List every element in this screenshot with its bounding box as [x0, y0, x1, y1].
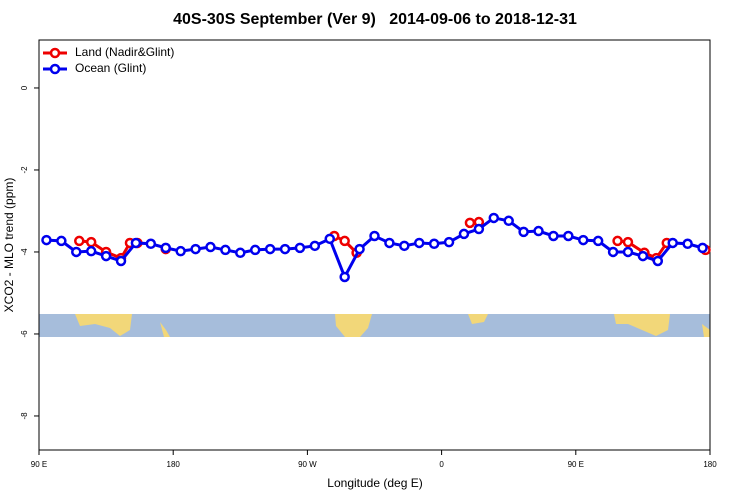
data-point — [533, 225, 544, 237]
data-point — [622, 246, 634, 258]
y-tick-label: -2 — [20, 166, 29, 174]
y-axis-label: XCO2 - MLO trend (ppm) — [2, 178, 16, 313]
data-point — [622, 236, 634, 248]
legend-label: Ocean (Glint) — [75, 61, 146, 75]
x-tick-label: 180 — [703, 460, 717, 469]
x-tick-label: 90 E — [31, 460, 47, 469]
data-point — [464, 217, 476, 229]
data-point — [384, 237, 395, 249]
data-point — [612, 235, 623, 247]
data-point — [637, 250, 649, 262]
data-point — [339, 271, 350, 283]
data-point — [458, 228, 470, 240]
data-point — [294, 242, 306, 254]
data-point — [249, 244, 261, 256]
data-point — [354, 243, 365, 255]
legend-label: Land (Nadir&Glint) — [75, 45, 174, 59]
x-tick-label: 90 W — [298, 460, 317, 469]
map-strip — [39, 314, 710, 337]
legend-marker — [49, 63, 61, 75]
y-tick-label: -8 — [20, 412, 29, 420]
chart-title: 40S-30S September (Ver 9) 2014-09-06 to … — [173, 11, 577, 28]
data-point — [592, 235, 604, 247]
data-point — [175, 245, 186, 257]
data-point — [115, 255, 127, 267]
data-point — [682, 238, 693, 250]
data-point — [145, 238, 157, 250]
data-point — [264, 243, 276, 255]
data-point — [71, 246, 82, 258]
plot-frame — [38, 39, 711, 451]
data-point — [74, 235, 85, 247]
legend-marker — [49, 47, 61, 59]
data-point — [85, 245, 97, 257]
data-point — [652, 255, 664, 267]
data-point — [413, 237, 425, 249]
data-point — [563, 230, 574, 242]
data-point — [667, 237, 678, 249]
data-point — [190, 243, 201, 255]
data-point — [130, 237, 142, 249]
data-point — [339, 235, 350, 247]
y-tick-label: 0 — [20, 85, 29, 90]
data-point — [503, 215, 514, 227]
data-point — [41, 234, 52, 246]
data-point — [518, 226, 529, 238]
data-point — [369, 230, 380, 242]
data-point — [205, 241, 216, 253]
data-point — [578, 234, 589, 246]
x-axis-label: Longitude (deg E) — [327, 476, 422, 490]
data-point — [428, 238, 440, 250]
data-point — [399, 240, 410, 252]
x-tick-label: 0 — [439, 460, 444, 469]
data-point — [697, 242, 708, 254]
data-point — [56, 235, 67, 247]
data-point — [220, 244, 231, 256]
data-point — [100, 250, 112, 262]
y-tick-label: -4 — [20, 248, 29, 256]
data-point — [324, 233, 336, 245]
data-point — [443, 236, 455, 248]
data-point — [279, 243, 291, 255]
series-line — [46, 216, 703, 281]
data-point — [607, 246, 619, 258]
data-point — [473, 223, 485, 235]
x-tick-label: 180 — [167, 460, 181, 469]
y-tick-label: -6 — [20, 330, 29, 338]
data-point — [309, 240, 321, 252]
data-point — [235, 247, 246, 259]
data-point — [85, 236, 97, 248]
data-point — [548, 230, 559, 242]
x-tick-label: 90 E — [568, 460, 584, 469]
data-point — [488, 212, 500, 224]
data-point — [160, 242, 171, 254]
